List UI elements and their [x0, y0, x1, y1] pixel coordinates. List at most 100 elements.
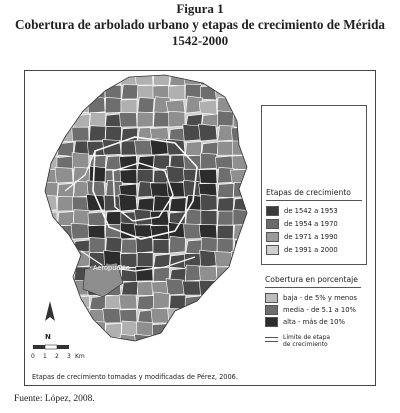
- urban-block: [183, 223, 202, 240]
- urban-block: [104, 223, 122, 240]
- urban-block: [87, 84, 106, 100]
- urban-block: [150, 308, 170, 324]
- urban-block: [25, 225, 41, 239]
- legend-cover: Cobertura en porcentaje baja - de 5% y m…: [261, 271, 367, 373]
- boundary-legend-row: Límite de etapa de crecimiento: [265, 334, 365, 348]
- urban-block: [232, 82, 247, 100]
- urban-block: [89, 112, 107, 128]
- urban-block: [56, 308, 74, 324]
- urban-block: [134, 75, 154, 86]
- urban-block: [56, 196, 74, 212]
- map-frame: Aeropuerto N 0 1 2 3 Km Etapas de crecim…: [24, 70, 376, 386]
- urban-block: [105, 113, 123, 129]
- urban-block: [250, 83, 267, 99]
- urban-block: [105, 236, 123, 254]
- urban-block: [137, 97, 155, 114]
- urban-block: [165, 337, 186, 341]
- source-note: Etapas de crecimiento tomadas y modifica…: [32, 373, 238, 381]
- urban-block: [185, 337, 203, 341]
- urban-block: [71, 152, 90, 170]
- stage-legend-label: de 1991 a 2000: [284, 246, 338, 254]
- stage-legend-label: de 1954 a 1970: [284, 220, 338, 228]
- urban-block: [25, 156, 41, 170]
- north-arrow-icon: [45, 301, 55, 321]
- urban-block: [153, 111, 171, 128]
- urban-block: [229, 295, 247, 311]
- urban-block: [136, 168, 154, 184]
- urban-block: [45, 75, 59, 86]
- urban-block: [88, 165, 106, 184]
- north-label: N: [45, 333, 51, 341]
- urban-block: [199, 85, 218, 101]
- urban-block: [233, 181, 247, 198]
- urban-block: [54, 166, 74, 184]
- urban-block: [70, 84, 90, 100]
- urban-block: [103, 194, 122, 212]
- urban-block: [25, 142, 41, 156]
- urban-block: [120, 99, 138, 114]
- map-canvas: [25, 71, 267, 350]
- urban-block: [57, 99, 75, 115]
- urban-block: [119, 169, 138, 184]
- urban-block: [168, 85, 186, 100]
- airport-area: [82, 262, 124, 298]
- urban-block: [216, 110, 234, 128]
- urban-block: [185, 208, 203, 226]
- figure-heading: Cobertura de arbolado urbano y etapas de…: [14, 17, 386, 32]
- urban-block: [137, 295, 155, 311]
- urban-block: [25, 295, 41, 309]
- urban-block: [89, 125, 107, 142]
- figure-label: Figura 1: [176, 1, 224, 16]
- urban-block: [217, 183, 235, 199]
- cover-legend-row: baja - de 5% y menos: [265, 293, 365, 304]
- urban-block: [25, 197, 41, 211]
- urban-block: [200, 152, 218, 170]
- urban-block: [166, 165, 186, 184]
- urban-block: [25, 127, 41, 141]
- urban-block: [233, 281, 247, 296]
- urban-block: [73, 97, 91, 114]
- urban-block: [134, 140, 154, 156]
- urban-block: [56, 293, 74, 310]
- urban-block: [25, 253, 41, 267]
- urban-block: [119, 112, 138, 128]
- urban-block: [73, 305, 91, 324]
- urban-block: [152, 291, 170, 310]
- urban-block: [87, 75, 106, 86]
- urban-block: [232, 113, 247, 129]
- urban-block: [120, 238, 138, 254]
- urban-block: [25, 99, 41, 113]
- urban-block: [183, 306, 202, 324]
- figure-years: 1542-2000: [171, 33, 229, 48]
- urban-block: [198, 168, 218, 184]
- urban-block: [184, 319, 202, 338]
- urban-block: [216, 238, 234, 254]
- urban-block: [231, 322, 247, 338]
- urban-block: [45, 99, 58, 115]
- urban-block: [152, 238, 170, 254]
- urban-block: [214, 251, 234, 268]
- urban-block: [230, 98, 247, 114]
- urban-block: [168, 235, 186, 254]
- urban-block: [57, 109, 75, 128]
- urban-block: [25, 322, 41, 338]
- urban-block: [136, 252, 154, 268]
- legend-stages: Etapas de crecimiento de 1542 a 1953 de 1…: [261, 105, 367, 265]
- urban-block: [104, 126, 122, 142]
- urban-block: [45, 194, 58, 212]
- urban-block: [104, 295, 122, 310]
- urban-block: [25, 240, 41, 254]
- urban-block: [200, 209, 218, 226]
- urban-block: [71, 126, 90, 142]
- urban-block: [26, 264, 42, 281]
- urban-block: [233, 239, 247, 254]
- urban-block: [25, 308, 41, 323]
- urban-block: [26, 212, 42, 226]
- scale-tick-0: 0: [31, 353, 35, 360]
- urban-block: [88, 337, 106, 341]
- urban-block: [248, 71, 265, 85]
- scale-unit: Km: [75, 353, 85, 360]
- urban-block: [216, 266, 234, 282]
- urban-block: [45, 278, 58, 296]
- urban-block: [45, 83, 58, 100]
